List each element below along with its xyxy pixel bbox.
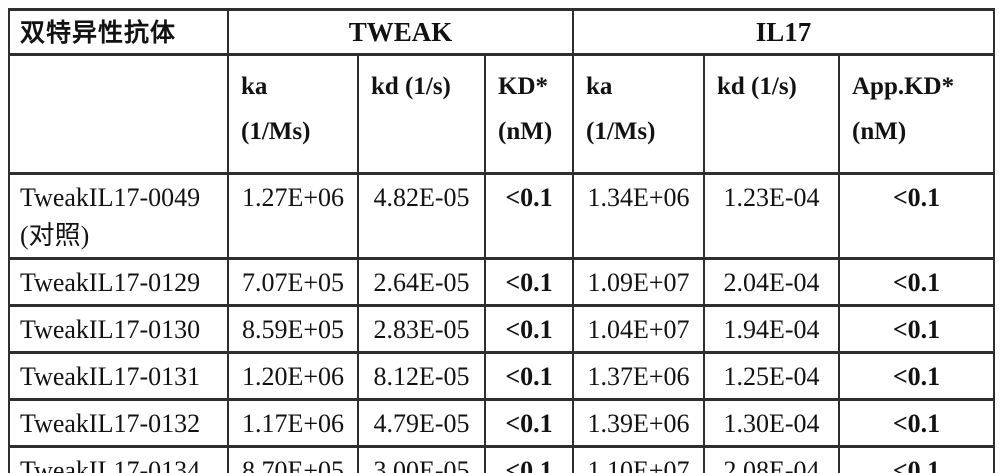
empty-corner-cell	[8, 53, 229, 175]
col-header-line: (1/Ms)	[586, 118, 656, 145]
il17-ka-value: 1.34E+06	[572, 172, 705, 260]
il17-kd-value: 1.23E-04	[703, 172, 840, 260]
col-header-line: (nM)	[852, 118, 907, 145]
table-row: TweakIL17-0129 7.07E+05 2.64E-05 <0.1 1.…	[8, 257, 995, 307]
tweak-kdstar-value: <0.1	[484, 304, 574, 354]
column-header-row: ka (1/Ms) kd (1/s) KD* (nM) ka (1/Ms) kd…	[8, 53, 995, 175]
tweak-kdstar-value: <0.1	[484, 351, 574, 401]
antibody-name-cell: TweakIL17-0132	[8, 398, 229, 448]
col-header-line: App.KD*	[852, 73, 955, 100]
il17-ka-value: 1.37E+06	[572, 351, 705, 401]
tweak-ka-value: 1.20E+06	[227, 351, 359, 401]
il17-kd-value: 1.94E-04	[703, 304, 840, 354]
il17-kd-value: 1.25E-04	[703, 351, 840, 401]
tweak-ka-value: 1.27E+06	[227, 172, 359, 260]
table-row: TweakIL17-0131 1.20E+06 8.12E-05 <0.1 1.…	[8, 351, 995, 401]
antibody-name: TweakIL17-0130	[20, 315, 201, 344]
antibody-name-cell: TweakIL17-0134	[8, 445, 229, 473]
tweak-kd-value: 2.64E-05	[357, 257, 486, 307]
antibody-name-cell: TweakIL17-0131	[8, 351, 229, 401]
tweak-ka-value: 7.07E+05	[227, 257, 359, 307]
col-header-line: KD*	[498, 73, 548, 100]
il17-ka-value: 1.10E+07	[572, 445, 705, 473]
tweak-kd-value: 2.83E-05	[357, 304, 486, 354]
table-row: TweakIL17-0130 8.59E+05 2.83E-05 <0.1 1.…	[8, 304, 995, 354]
tweak-kdstar-value: <0.1	[484, 172, 574, 260]
il17-appkdstar-value: <0.1	[838, 445, 995, 473]
il17-ka-value: 1.04E+07	[572, 304, 705, 354]
il17-kd-value: 1.30E-04	[703, 398, 840, 448]
il17-appkdstar-value: <0.1	[838, 398, 995, 448]
group-header-row: 双特异性抗体 TWEAK IL17	[8, 8, 995, 56]
antibody-name-cell: TweakIL17-0049 (对照)	[8, 172, 229, 260]
col-header-il17-ka: ka (1/Ms)	[572, 53, 705, 175]
binding-kinetics-table: 双特异性抗体 TWEAK IL17 ka (1/Ms) kd (1/s) KD*…	[8, 8, 995, 473]
table-row: TweakIL17-0049 (对照) 1.27E+06 4.82E-05 <0…	[8, 172, 995, 260]
tweak-kd-value: 3.00E-05	[357, 445, 486, 473]
antibody-name: TweakIL17-0049	[20, 183, 201, 212]
col-header-line: kd (1/s)	[371, 73, 451, 100]
antibody-name: TweakIL17-0131	[20, 362, 201, 391]
table-row: TweakIL17-0134 8.70E+05 3.00E-05 <0.1 1.…	[8, 445, 995, 473]
tweak-kdstar-value: <0.1	[484, 257, 574, 307]
tweak-kd-value: 4.79E-05	[357, 398, 486, 448]
group-header-tweak: TWEAK	[227, 8, 574, 56]
group-header-il17: IL17	[572, 8, 995, 56]
col-header-line: (1/Ms)	[241, 118, 311, 145]
il17-appkdstar-value: <0.1	[838, 351, 995, 401]
tweak-kd-value: 4.82E-05	[357, 172, 486, 260]
col-header-il17-kd: kd (1/s)	[703, 53, 840, 175]
table-row: TweakIL17-0132 1.17E+06 4.79E-05 <0.1 1.…	[8, 398, 995, 448]
col-header-line: ka	[241, 73, 268, 100]
col-header-tweak-kdstar: KD* (nM)	[484, 53, 574, 175]
tweak-ka-value: 8.59E+05	[227, 304, 359, 354]
il17-ka-value: 1.39E+06	[572, 398, 705, 448]
antibody-name-cell: TweakIL17-0129	[8, 257, 229, 307]
tweak-ka-value: 8.70E+05	[227, 445, 359, 473]
il17-appkdstar-value: <0.1	[838, 257, 995, 307]
col-header-line: kd (1/s)	[717, 73, 797, 100]
tweak-kdstar-value: <0.1	[484, 398, 574, 448]
col-header-line: ka	[586, 73, 613, 100]
col-header-tweak-ka: ka (1/Ms)	[227, 53, 359, 175]
il17-kd-value: 2.04E-04	[703, 257, 840, 307]
corner-header-bispecific-antibody: 双特异性抗体	[8, 8, 229, 56]
col-header-il17-appkdstar: App.KD* (nM)	[838, 53, 995, 175]
il17-ka-value: 1.09E+07	[572, 257, 705, 307]
antibody-name: TweakIL17-0129	[20, 268, 201, 297]
tweak-ka-value: 1.17E+06	[227, 398, 359, 448]
col-header-line: (nM)	[498, 118, 553, 145]
il17-appkdstar-value: <0.1	[838, 172, 995, 260]
tweak-kd-value: 8.12E-05	[357, 351, 486, 401]
antibody-name: TweakIL17-0134	[20, 456, 201, 473]
antibody-name: TweakIL17-0132	[20, 409, 201, 438]
il17-kd-value: 2.08E-04	[703, 445, 840, 473]
tweak-kdstar-value: <0.1	[484, 445, 574, 473]
il17-appkdstar-value: <0.1	[838, 304, 995, 354]
col-header-tweak-kd: kd (1/s)	[357, 53, 486, 175]
antibody-name-cell: TweakIL17-0130	[8, 304, 229, 354]
antibody-note: (对照)	[20, 221, 90, 250]
